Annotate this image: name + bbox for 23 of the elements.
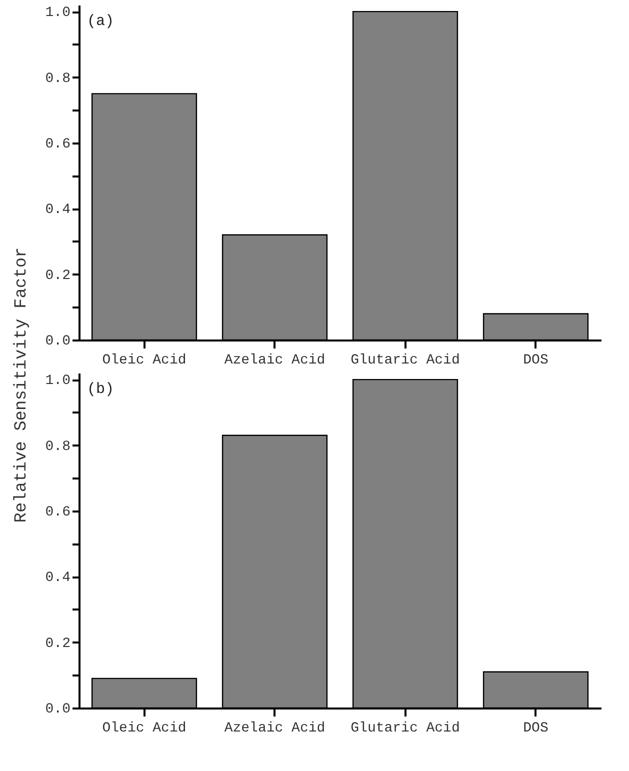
x-tick-label: Azelaic Acid bbox=[224, 720, 326, 736]
y-tick-label: 0.0 bbox=[45, 334, 70, 350]
y-tick-label: 0.2 bbox=[45, 268, 70, 284]
x-tick-label: DOS bbox=[523, 352, 548, 368]
x-tick-label: Oleic Acid bbox=[102, 352, 186, 368]
y-tick-label: 1.0 bbox=[45, 5, 70, 22]
x-tick-label: DOS bbox=[523, 720, 548, 736]
y-tick-label: 0.4 bbox=[45, 202, 70, 218]
y-tick-label: 0.4 bbox=[45, 570, 70, 586]
y-tick-label: 0.0 bbox=[45, 702, 70, 718]
y-axis-title: Relative Sensitivity Factor bbox=[12, 247, 32, 523]
annotation: (a) bbox=[87, 13, 114, 30]
y-tick-label: 0.6 bbox=[45, 136, 70, 152]
y-tick-label: 0.6 bbox=[45, 504, 70, 520]
y-tick-label: 1.0 bbox=[45, 373, 70, 390]
x-tick-label: Oleic Acid bbox=[102, 720, 186, 736]
annotation: (b) bbox=[87, 381, 114, 398]
y-tick-label: 0.2 bbox=[45, 636, 70, 652]
x-tick-label: Azelaic Acid bbox=[224, 352, 326, 368]
x-tick-label: Glutaric Acid bbox=[350, 720, 460, 736]
y-tick-label: 0.8 bbox=[45, 70, 70, 87]
x-tick-label: Glutaric Acid bbox=[350, 352, 460, 368]
y-tick-label: 0.8 bbox=[45, 438, 70, 455]
